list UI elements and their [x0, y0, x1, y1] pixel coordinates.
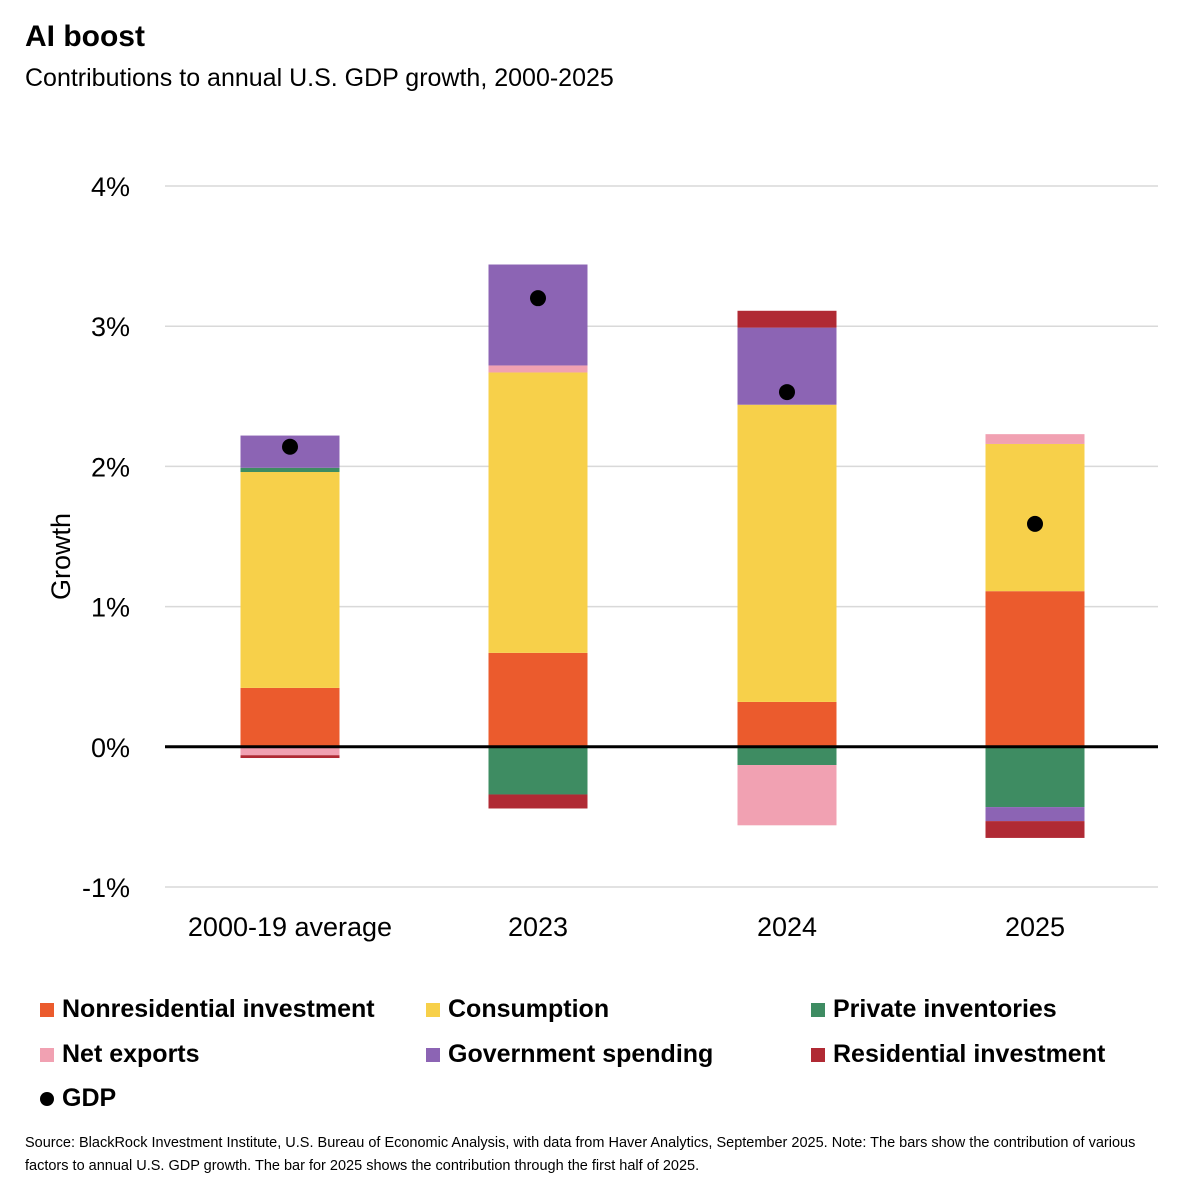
legend-label-net-exports: Net exports: [62, 1040, 200, 1068]
x-tick-label-2025: 2025: [1005, 912, 1065, 942]
y-tick-label: 3%: [91, 312, 130, 342]
legend-item-government-spending: Government spending: [426, 1040, 713, 1069]
legend-swatch-private-inventories: [811, 1002, 825, 1017]
bar-2025-private-inventories: [985, 746, 1085, 808]
stacked-bar-chart: -1% 0% 1% 2% 3% 4% Growth 2000-19 average 2023 20…: [46, 172, 1158, 942]
legend-item-private-inventories: Private inventories: [811, 995, 1057, 1024]
bar-2023-nonresidential-investment: [488, 652, 588, 747]
bar-2025-nonresidential-investment: [985, 591, 1085, 747]
bar-2023-net-exports: [488, 365, 588, 373]
legend-item-gdp: GDP: [40, 1084, 116, 1113]
y-tick-label: 0%: [91, 733, 130, 763]
legend-swatch-residential-investment: [811, 1047, 825, 1062]
x-tick-label-2024: 2024: [757, 912, 817, 942]
bar-2025-government-spending: [985, 807, 1085, 822]
legend-dot-gdp: [40, 1091, 54, 1106]
bar-2024-residential-investment: [737, 310, 837, 328]
y-tick-label: 4%: [91, 172, 130, 202]
bar-2023-consumption: [488, 372, 588, 653]
bar-2025-net-exports: [985, 434, 1085, 444]
legend-item-net-exports: Net exports: [40, 1040, 200, 1069]
legend-label-private-inventories: Private inventories: [833, 995, 1057, 1023]
bar-2024-nonresidential-investment: [737, 701, 837, 747]
legend-item-consumption: Consumption: [426, 995, 609, 1024]
gdp-point-2024: [779, 384, 795, 401]
legend-swatch-nonresidential-investment: [40, 1002, 54, 1017]
bar-2000-19-average-nonresidential-investment: [240, 687, 340, 747]
y-tick-label: 1%: [91, 593, 130, 623]
gdp-point-2025: [1027, 515, 1043, 532]
legend-label-government-spending: Government spending: [448, 1040, 714, 1068]
legend-item-nonresidential-investment: Nonresidential investment: [40, 995, 375, 1024]
x-tick-label-2000-19-average: 2000-19 average: [188, 912, 392, 942]
gdp-point-2023: [530, 290, 546, 307]
legend-swatch-consumption: [426, 1002, 440, 1017]
legend-item-residential-investment: Residential investment: [811, 1040, 1105, 1069]
bar-2024-net-exports: [737, 765, 837, 826]
bar-2025-residential-investment: [985, 821, 1085, 838]
legend-label-consumption: Consumption: [448, 995, 610, 1023]
chart-title: AI boost: [25, 20, 145, 53]
gdp-point-2000-19-average: [282, 438, 298, 455]
legend-swatch-government-spending: [426, 1047, 440, 1062]
legend-label-nonresidential-investment: Nonresidential investment: [62, 995, 375, 1023]
y-tick-label: 2%: [91, 452, 130, 482]
bar-2023-government-spending: [488, 264, 588, 366]
y-axis-title: Growth: [46, 513, 76, 600]
chart-legend: Nonresidential investment Consumption Pr…: [40, 995, 1160, 1135]
source-note: Source: BlackRock Investment Institute, …: [25, 1135, 1136, 1174]
bar-2000-19-average-net-exports: [240, 746, 340, 756]
bar-2000-19-average-residential-investment: [240, 755, 340, 759]
legend-swatch-net-exports: [40, 1047, 54, 1062]
y-tick-label: -1%: [82, 873, 130, 903]
legend-label-residential-investment: Residential investment: [833, 1040, 1106, 1068]
bar-2024-private-inventories: [737, 746, 837, 766]
legend-label-gdp: GDP: [62, 1084, 117, 1112]
chart-subtitle: Contributions to annual U.S. GDP growth,…: [25, 64, 614, 92]
bar-2023-private-inventories: [488, 746, 588, 795]
bar-2023-residential-investment: [488, 794, 588, 809]
bar-2024-consumption: [737, 404, 837, 702]
bar-2000-19-average-private-inventories: [240, 467, 340, 473]
bar-2000-19-average-consumption: [240, 472, 340, 688]
x-tick-label-2023: 2023: [508, 912, 568, 942]
